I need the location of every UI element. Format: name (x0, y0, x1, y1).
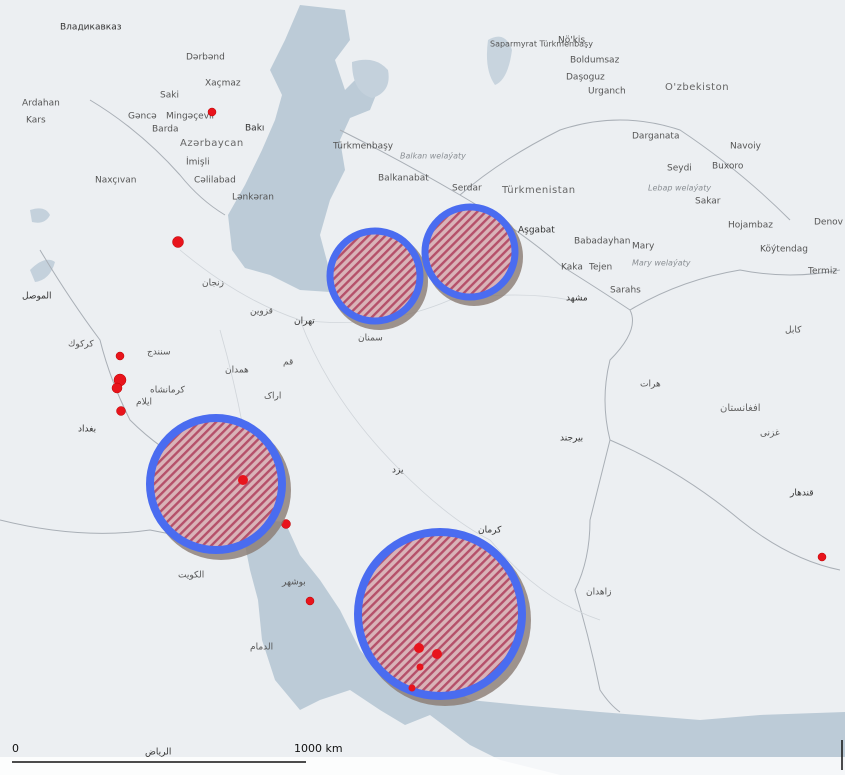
marker (817, 552, 827, 562)
place-label: Mary (632, 242, 655, 252)
place-label: Ardahan (22, 99, 60, 109)
place-label: Darganata (632, 132, 679, 142)
place-label: İmişli (186, 157, 210, 168)
place-label: Dərbənd (186, 53, 225, 63)
place-label: Sarahs (610, 286, 641, 296)
place-label: زنجان (202, 279, 224, 289)
place-label: غزنی (760, 429, 780, 439)
borders (0, 99, 841, 713)
place-label: الموصل (22, 292, 52, 302)
place-label: قم (283, 358, 293, 368)
place-label: Türkmenbaşy (332, 142, 394, 152)
place-label: الكويت (178, 571, 204, 581)
place-label: بغداد (78, 425, 96, 435)
place-label: Balkanabat (378, 174, 429, 184)
place-label: همدان (225, 366, 249, 376)
place-label: Aşgabat (518, 226, 555, 236)
country-label: Azərbaycan (180, 138, 244, 149)
marker (116, 406, 126, 416)
place-label: زاهدان (586, 588, 611, 598)
place-label: سنندج (147, 348, 171, 358)
markers (111, 107, 827, 606)
scale-bar: 0 1000 km (0, 740, 845, 775)
place-label: Kaka (561, 263, 583, 273)
place-label: Cəlilabad (194, 176, 236, 186)
place-label: Hojambaz (728, 221, 773, 231)
marker (111, 382, 123, 394)
place-label: بوشهر (281, 578, 306, 588)
lake (30, 208, 50, 223)
place-label: Serdar (452, 184, 482, 194)
place-label: الدمام (250, 643, 273, 653)
region-label: Mary welaýaty (632, 259, 691, 268)
marker (172, 236, 184, 248)
aral-sea (486, 36, 512, 85)
place-label: Tejen (588, 263, 612, 273)
place-label: کابل (785, 326, 802, 336)
region-label: Balkan welaýaty (400, 152, 466, 161)
place-label: Urganch (588, 87, 626, 97)
place-label: Sakar (695, 197, 721, 207)
country-label: O'zbekiston (665, 82, 729, 93)
place-label: كركوك (68, 340, 94, 350)
cluster (421, 203, 523, 306)
place-label: Naxçıvan (95, 176, 136, 186)
place-label: اراک (264, 391, 281, 402)
place-label: ايلام (136, 398, 152, 408)
place-label: Navoiy (730, 142, 762, 152)
place-label: Mingəçevir (166, 112, 216, 122)
place-label: هرات (640, 380, 661, 390)
place-label: يزد (392, 466, 404, 476)
place-label: سمنان (358, 334, 383, 344)
cluster (354, 528, 531, 706)
place-label: كرمانشاه (150, 386, 186, 396)
place-label: Barda (152, 125, 178, 135)
caspian-sea (228, 5, 380, 292)
place-label: Bakı (245, 124, 264, 134)
region-label: Lebap welaýaty (648, 184, 711, 193)
place-label: Daşoguz (566, 73, 605, 83)
place-label: Saki (160, 91, 179, 101)
scale-label: 0 (12, 742, 19, 755)
place-label: تهران (294, 317, 315, 327)
marker (115, 351, 125, 361)
persian-gulf (245, 520, 845, 775)
cluster (326, 227, 428, 330)
place-label: Buxoro (712, 162, 744, 172)
place-label: Kars (26, 116, 46, 126)
clusters (146, 203, 531, 706)
place-label: Denov (814, 218, 844, 228)
lake (30, 259, 55, 282)
place-label: Seydi (667, 164, 692, 174)
place-label: Владикавказ (60, 23, 122, 33)
place-label: Nö'kis (558, 36, 585, 46)
cluster (146, 414, 291, 560)
place-label: مشهد (566, 294, 588, 304)
place-label: Lənkəran (232, 193, 274, 203)
place-label: بيرجند (560, 434, 583, 444)
place-label: Boldumsaz (570, 56, 620, 66)
place-label: Babadayhan (574, 237, 630, 247)
place-label: قزوين (250, 307, 273, 317)
marker (207, 107, 217, 117)
country-label: Türkmenistan (501, 185, 576, 196)
place-label: Gəncə (128, 112, 157, 122)
place-label: Termiz (807, 267, 837, 277)
place-label: كرمان (478, 526, 502, 536)
kara-bogaz (352, 59, 389, 98)
place-label: قندهار (789, 489, 814, 499)
place-label: Köýtendag (760, 245, 808, 255)
place-label: الرياض (145, 748, 171, 758)
scale-label: 1000 km (294, 742, 343, 755)
marker (305, 596, 315, 606)
country-label: افغانستان (720, 403, 761, 414)
place-label: Saparmyrat Türkmenbaşy (490, 40, 593, 49)
place-label: Xaçmaz (205, 79, 241, 89)
